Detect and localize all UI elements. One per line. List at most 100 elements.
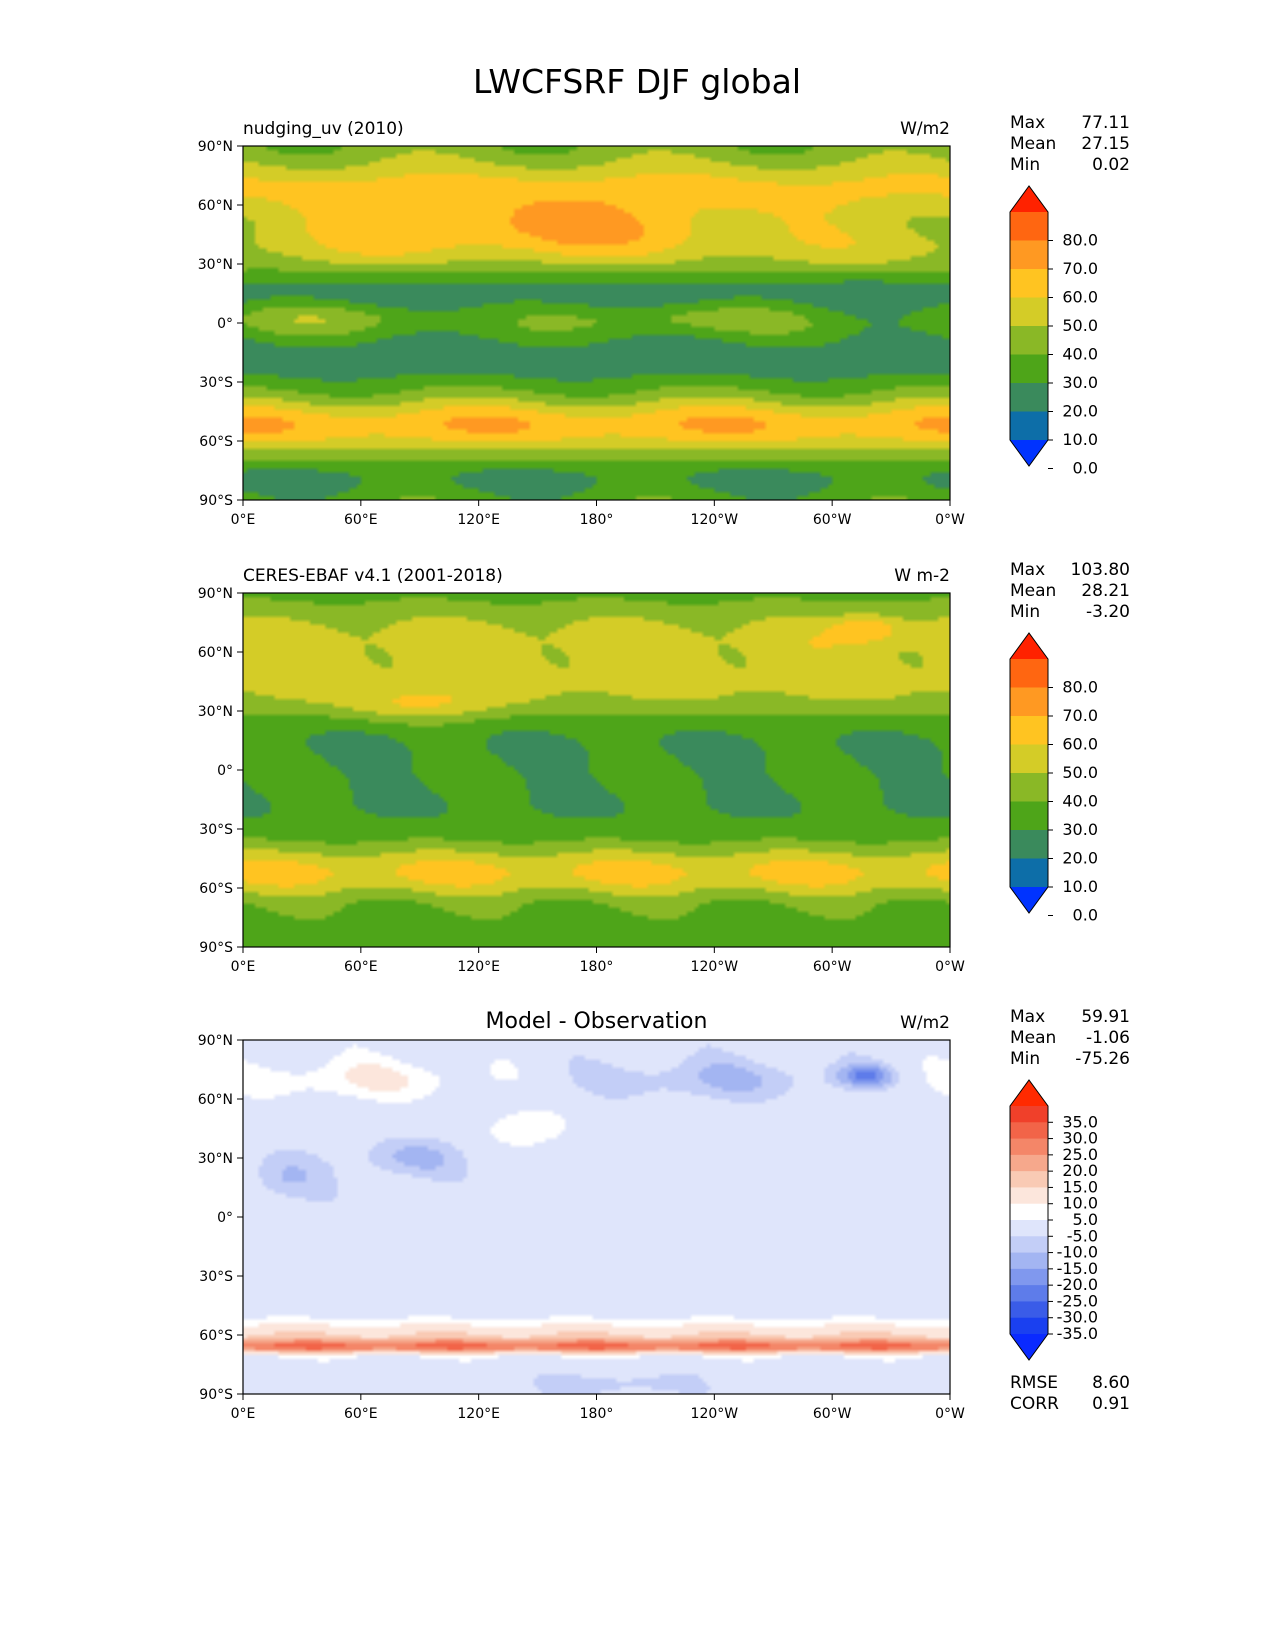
colorbar-extend-bottom	[1010, 1334, 1048, 1360]
lon-tick-label: 0°W	[935, 1406, 965, 1422]
colorbar-extend-top	[1010, 186, 1048, 212]
colorbar-label: -20.0	[1057, 1275, 1098, 1294]
colorbar-label: -25.0	[1057, 1291, 1098, 1310]
colorbar-segment	[1010, 858, 1048, 888]
lon-tick-label: 0°W	[935, 959, 965, 975]
extra-stat-label: RMSE	[1010, 1373, 1058, 1393]
colorbar-segment	[1010, 1285, 1048, 1302]
units-label: W/m2	[900, 119, 950, 139]
lat-tick-label: 60°N	[198, 198, 233, 214]
extra-stat-label: CORR	[1010, 1394, 1059, 1414]
colorbar-label: 30.0	[1062, 1129, 1098, 1148]
extra-stat-value: 0.91	[1092, 1394, 1130, 1414]
lat-tick-label: 30°S	[199, 375, 233, 391]
colorbar-label: 15.0	[1062, 1177, 1098, 1196]
colorbar-segment	[1010, 326, 1048, 355]
stat-value: 0.02	[1092, 155, 1130, 175]
lon-tick-label: 120°E	[457, 959, 500, 975]
colorbar-label: 80.0	[1062, 231, 1098, 250]
units-label: W m-2	[894, 566, 950, 586]
lon-tick-label: 0°E	[231, 512, 256, 528]
stat-label: Mean	[1010, 581, 1056, 601]
colorbar: 35.030.025.020.015.010.05.0-5.0-10.0-15.…	[1009, 1079, 1098, 1361]
map-panel-3: 90°N 60°N 30°N 0° 30°S 60°S 90°S 0°E 60°E 120°E 18…	[198, 1007, 1130, 1422]
lon-tick-label: 120°W	[691, 959, 739, 975]
colorbar-segment	[1010, 1220, 1048, 1237]
lon-tick-label: 60°W	[813, 959, 852, 975]
colorbar-segment	[1010, 716, 1048, 745]
colorbar: 80.0 70.0 60.0 50.0 40.0 30.0 20.0 10.0 0.0	[1009, 632, 1098, 925]
colorbar-label: -35.0	[1057, 1324, 1098, 1343]
colorbar-label: 60.0	[1062, 735, 1098, 754]
colorbar-label: 50.0	[1062, 763, 1098, 782]
colorbar-label: 20.0	[1062, 402, 1098, 421]
colorbar: 80.0 70.0 60.0 50.0 40.0 30.0 20.0 10.0 0.0	[1009, 185, 1098, 478]
colorbar-segment	[1010, 411, 1048, 441]
colorbar-label: 40.0	[1062, 345, 1098, 364]
colorbar-segment	[1010, 1106, 1048, 1123]
lat-tick-label: 90°S	[199, 1387, 233, 1403]
colorbar-label: 20.0	[1062, 849, 1098, 868]
lon-tick-label: 120°W	[691, 512, 739, 528]
stat-value: 59.91	[1081, 1007, 1130, 1027]
stat-value: 27.15	[1081, 134, 1130, 154]
lat-tick-label: 90°S	[199, 940, 233, 956]
map-panel-1: 90°N 60°N 30°N 0° 30°S 60°S 90°S 0°E 60°E 120°E 18…	[198, 113, 1130, 528]
colorbar-label: -30.0	[1057, 1308, 1098, 1327]
lon-tick-label: 60°E	[344, 1406, 378, 1422]
colorbar-label: 20.0	[1062, 1161, 1098, 1180]
stat-value: 103.80	[1071, 560, 1130, 580]
stat-value: -1.06	[1086, 1028, 1130, 1048]
lat-tick-label: 0°	[217, 316, 233, 332]
colorbar-segment	[1010, 801, 1048, 831]
colorbar-segment	[1010, 1301, 1048, 1319]
lat-tick-label: 90°N	[198, 1033, 233, 1049]
colorbar-segment	[1010, 830, 1048, 859]
lat-tick-label: 90°S	[199, 493, 233, 509]
stat-label: Min	[1010, 602, 1040, 622]
stat-value: 28.21	[1081, 581, 1130, 601]
colorbar-segment	[1010, 1252, 1048, 1270]
colorbar-label: 70.0	[1062, 706, 1098, 725]
lon-tick-label: 120°W	[691, 1406, 739, 1422]
colorbar-label: 50.0	[1062, 316, 1098, 335]
lat-tick-label: 0°	[217, 763, 233, 779]
figure-title: LWCFSRF DJF global	[473, 62, 801, 101]
colorbar-label: -5.0	[1067, 1226, 1098, 1245]
lat-tick-label: 60°S	[199, 1328, 233, 1344]
stat-label: Mean	[1010, 134, 1056, 154]
lat-tick-label: 30°N	[198, 704, 233, 720]
panels: 90°N 60°N 30°N 0° 30°S 60°S 90°S 0°E 60°E 120°E 18…	[198, 113, 1130, 1422]
stat-label: Max	[1010, 560, 1045, 580]
lat-tick-label: 90°N	[198, 586, 233, 602]
lat-tick-label: 60°S	[199, 434, 233, 450]
colorbar-segment	[1010, 383, 1048, 412]
colorbar-label: 0.0	[1073, 459, 1098, 478]
lat-tick-label: 30°N	[198, 1151, 233, 1167]
stat-label: Max	[1010, 113, 1045, 133]
colorbar-segment	[1010, 354, 1048, 384]
colorbar-segment	[1010, 1236, 1048, 1254]
stat-label: Mean	[1010, 1028, 1056, 1048]
lon-tick-label: 60°W	[813, 1406, 852, 1422]
colorbar-segment	[1010, 687, 1048, 717]
colorbar-label: 10.0	[1062, 1194, 1098, 1213]
stat-value: -3.20	[1086, 602, 1130, 622]
lat-tick-label: 30°S	[199, 822, 233, 838]
panel-title-left: CERES-EBAF v4.1 (2001-2018)	[243, 566, 503, 586]
colorbar-extend-bottom	[1010, 887, 1048, 913]
field-raster	[243, 146, 950, 500]
colorbar-extend-top	[1010, 633, 1048, 659]
lat-tick-label: 0°	[217, 1210, 233, 1226]
map-panel-2: 90°N 60°N 30°N 0° 30°S 60°S 90°S 0°E 60°E 120°E 18…	[198, 560, 1130, 975]
colorbar-label: 60.0	[1062, 288, 1098, 307]
colorbar-label: 40.0	[1062, 792, 1098, 811]
lat-tick-label: 90°N	[198, 139, 233, 155]
colorbar-segment	[1010, 1187, 1048, 1205]
colorbar-label: 5.0	[1073, 1210, 1098, 1229]
colorbar-segment	[1010, 212, 1048, 241]
colorbar-segment	[1010, 1138, 1048, 1156]
lat-tick-label: 60°S	[199, 881, 233, 897]
stat-label: Min	[1010, 155, 1040, 175]
lat-tick-label: 60°N	[198, 645, 233, 661]
